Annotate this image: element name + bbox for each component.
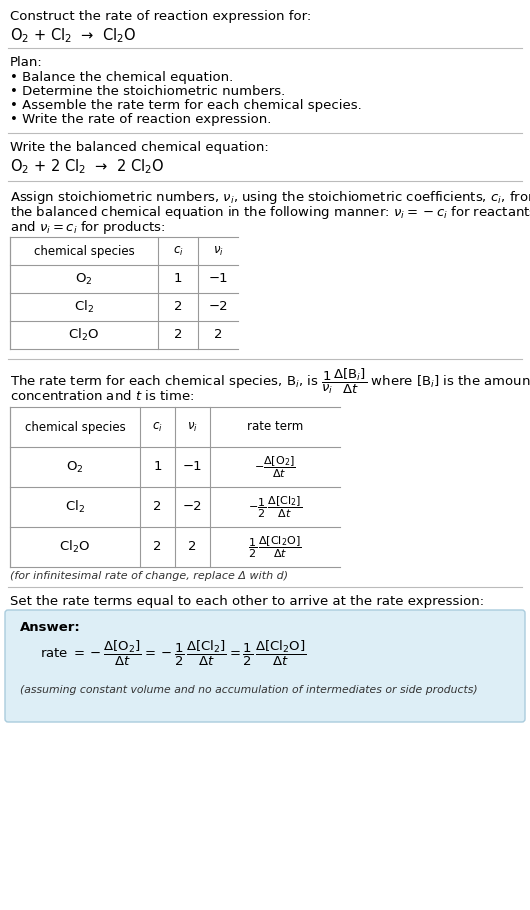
Text: Assign stoichiometric numbers, $\nu_i$, using the stoichiometric coefficients, $: Assign stoichiometric numbers, $\nu_i$, … xyxy=(10,189,530,206)
Text: $c_i$: $c_i$ xyxy=(173,245,183,258)
Text: Set the rate terms equal to each other to arrive at the rate expression:: Set the rate terms equal to each other t… xyxy=(10,595,484,608)
Text: $\nu_i$: $\nu_i$ xyxy=(213,245,224,258)
Text: rate term: rate term xyxy=(247,420,303,433)
Text: 2: 2 xyxy=(153,501,162,513)
Text: −2: −2 xyxy=(183,501,202,513)
Text: Plan:: Plan: xyxy=(10,56,43,69)
Text: O$_2$: O$_2$ xyxy=(75,271,93,287)
Text: (assuming constant volume and no accumulation of intermediates or side products): (assuming constant volume and no accumul… xyxy=(20,685,478,695)
Text: −2: −2 xyxy=(208,300,228,314)
Text: rate $= -\dfrac{\Delta[\mathrm{O_2}]}{\Delta t} = -\dfrac{1}{2}\,\dfrac{\Delta[\: rate $= -\dfrac{\Delta[\mathrm{O_2}]}{\D… xyxy=(40,639,306,668)
Text: • Determine the stoichiometric numbers.: • Determine the stoichiometric numbers. xyxy=(10,85,285,98)
Text: Cl$_2$: Cl$_2$ xyxy=(74,299,94,315)
Text: 1: 1 xyxy=(153,460,162,473)
Text: $\nu_i$: $\nu_i$ xyxy=(187,420,198,433)
Text: Answer:: Answer: xyxy=(20,621,81,634)
Text: −1: −1 xyxy=(183,460,202,473)
Text: $-\dfrac{\Delta[\mathrm{O_2}]}{\Delta t}$: $-\dfrac{\Delta[\mathrm{O_2}]}{\Delta t}… xyxy=(254,454,296,480)
Text: Cl$_2$O: Cl$_2$O xyxy=(59,539,91,555)
Text: 2: 2 xyxy=(174,329,182,341)
Text: (for infinitesimal rate of change, replace Δ with d): (for infinitesimal rate of change, repla… xyxy=(10,571,288,581)
Text: • Write the rate of reaction expression.: • Write the rate of reaction expression. xyxy=(10,113,271,126)
Text: Cl$_2$O: Cl$_2$O xyxy=(68,327,100,343)
Text: 2: 2 xyxy=(174,300,182,314)
Text: chemical species: chemical species xyxy=(33,245,135,258)
Text: The rate term for each chemical species, B$_i$, is $\dfrac{1}{\nu_i}\dfrac{\Delt: The rate term for each chemical species,… xyxy=(10,367,530,397)
Text: $-\dfrac{1}{2}\,\dfrac{\Delta[\mathrm{Cl_2}]}{\Delta t}$: $-\dfrac{1}{2}\,\dfrac{\Delta[\mathrm{Cl… xyxy=(248,494,302,520)
Text: and $\nu_i = c_i$ for products:: and $\nu_i = c_i$ for products: xyxy=(10,219,165,236)
Text: 2: 2 xyxy=(214,329,222,341)
Text: chemical species: chemical species xyxy=(24,420,126,433)
Text: concentration and $t$ is time:: concentration and $t$ is time: xyxy=(10,389,194,403)
Text: 2: 2 xyxy=(188,541,197,553)
FancyBboxPatch shape xyxy=(5,610,525,722)
Text: $\dfrac{1}{2}\,\dfrac{\Delta[\mathrm{Cl_2O}]}{\Delta t}$: $\dfrac{1}{2}\,\dfrac{\Delta[\mathrm{Cl_… xyxy=(248,534,302,560)
Text: Write the balanced chemical equation:: Write the balanced chemical equation: xyxy=(10,141,269,154)
Text: −1: −1 xyxy=(208,272,228,286)
Text: O$_2$: O$_2$ xyxy=(66,460,84,474)
Text: O$_2$ + Cl$_2$  →  Cl$_2$O: O$_2$ + Cl$_2$ → Cl$_2$O xyxy=(10,26,137,45)
Text: $c_i$: $c_i$ xyxy=(152,420,163,433)
Text: Cl$_2$: Cl$_2$ xyxy=(65,499,85,515)
Text: • Assemble the rate term for each chemical species.: • Assemble the rate term for each chemic… xyxy=(10,99,362,112)
Text: O$_2$ + 2 Cl$_2$  →  2 Cl$_2$O: O$_2$ + 2 Cl$_2$ → 2 Cl$_2$O xyxy=(10,157,164,176)
Text: the balanced chemical equation in the following manner: $\nu_i = -c_i$ for react: the balanced chemical equation in the fo… xyxy=(10,204,530,221)
Text: Construct the rate of reaction expression for:: Construct the rate of reaction expressio… xyxy=(10,10,311,23)
Text: 1: 1 xyxy=(174,272,182,286)
Text: 2: 2 xyxy=(153,541,162,553)
Text: • Balance the chemical equation.: • Balance the chemical equation. xyxy=(10,71,233,84)
